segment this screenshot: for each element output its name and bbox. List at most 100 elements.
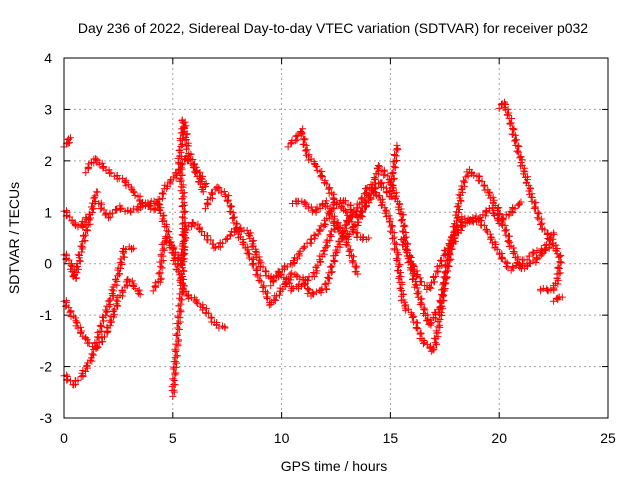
- data-point: [393, 141, 401, 149]
- series-track-3: [60, 207, 91, 231]
- data-point: [177, 308, 185, 316]
- data-point: [97, 323, 105, 331]
- data-point: [480, 221, 488, 229]
- data-point: [174, 320, 182, 328]
- data-point: [399, 211, 407, 219]
- data-point: [412, 272, 420, 280]
- data-point: [395, 251, 403, 259]
- grid: [64, 58, 608, 418]
- data-point: [301, 147, 309, 155]
- data-point: [301, 135, 309, 143]
- data-point: [99, 338, 107, 346]
- data-point: [323, 285, 331, 293]
- series-track-16: [397, 212, 553, 294]
- data-point: [178, 242, 186, 250]
- data-point: [81, 218, 89, 226]
- data-point: [155, 206, 163, 214]
- data-point: [275, 269, 283, 277]
- data-point: [398, 286, 406, 294]
- data-point: [207, 236, 215, 244]
- data-point: [177, 175, 185, 183]
- data-point: [391, 151, 399, 159]
- data-point: [178, 261, 186, 269]
- data-point: [389, 168, 397, 176]
- data-point: [326, 231, 334, 239]
- data-point: [556, 259, 564, 267]
- data-point: [181, 236, 189, 244]
- data-point: [130, 188, 138, 196]
- data-point: [349, 258, 357, 266]
- data-point: [179, 249, 187, 257]
- data-point: [93, 188, 101, 196]
- data-point: [256, 272, 264, 280]
- data-point: [503, 259, 511, 267]
- data-point: [344, 242, 352, 250]
- data-point: [397, 205, 405, 213]
- data-point: [175, 336, 183, 344]
- data-point: [382, 206, 390, 214]
- data-point: [380, 167, 388, 175]
- data-point: [464, 172, 472, 180]
- series-track-12: [288, 197, 362, 278]
- series-track-7: [60, 243, 138, 389]
- data-point: [378, 179, 386, 187]
- data-point: [179, 255, 187, 263]
- series-track-14: [495, 98, 565, 295]
- data-point: [160, 245, 168, 253]
- data-point: [88, 350, 96, 358]
- data-point: [343, 208, 351, 216]
- data-point: [495, 210, 503, 218]
- data-point: [413, 267, 421, 275]
- data-point: [458, 223, 466, 231]
- data-point: [180, 199, 188, 207]
- data-point: [128, 277, 136, 285]
- data-point: [67, 262, 75, 270]
- data-point: [173, 330, 181, 338]
- data-point: [178, 141, 186, 149]
- data-point: [85, 210, 93, 218]
- data-point: [541, 241, 549, 249]
- data-point: [77, 329, 85, 337]
- data-point: [329, 194, 337, 202]
- data-point: [487, 234, 495, 242]
- data-point: [390, 174, 398, 182]
- data-point: [432, 327, 440, 335]
- data-point: [250, 261, 258, 269]
- data-point: [440, 246, 448, 254]
- data-point: [181, 118, 189, 126]
- data-point: [91, 194, 99, 202]
- data-point: [444, 245, 452, 253]
- data-point: [273, 292, 281, 300]
- data-point: [181, 136, 189, 144]
- data-point: [505, 237, 513, 245]
- data-point: [312, 288, 320, 296]
- data-point: [180, 124, 188, 132]
- data-point: [269, 277, 277, 285]
- data-point: [461, 178, 469, 186]
- data-point: [310, 231, 318, 239]
- data-point: [304, 204, 312, 212]
- data-point: [341, 197, 349, 205]
- x-tick-label: 15: [383, 430, 399, 446]
- data-point: [265, 301, 273, 309]
- data-point: [301, 281, 309, 288]
- data-point: [501, 100, 509, 108]
- data-point: [108, 209, 116, 217]
- data-point: [121, 178, 129, 186]
- data-point: [385, 212, 393, 220]
- data-point: [65, 256, 73, 264]
- data-point: [443, 267, 451, 275]
- data-point: [390, 162, 398, 170]
- y-tick-label: 1: [44, 204, 52, 220]
- data-point: [222, 236, 230, 244]
- data-point: [91, 192, 99, 200]
- data-point: [62, 302, 70, 310]
- data-point: [381, 209, 389, 217]
- data-point: [320, 247, 328, 255]
- data-point: [135, 289, 143, 297]
- data-point: [506, 120, 514, 128]
- data-point: [347, 213, 355, 221]
- data-point: [417, 329, 425, 337]
- data-point: [172, 363, 180, 371]
